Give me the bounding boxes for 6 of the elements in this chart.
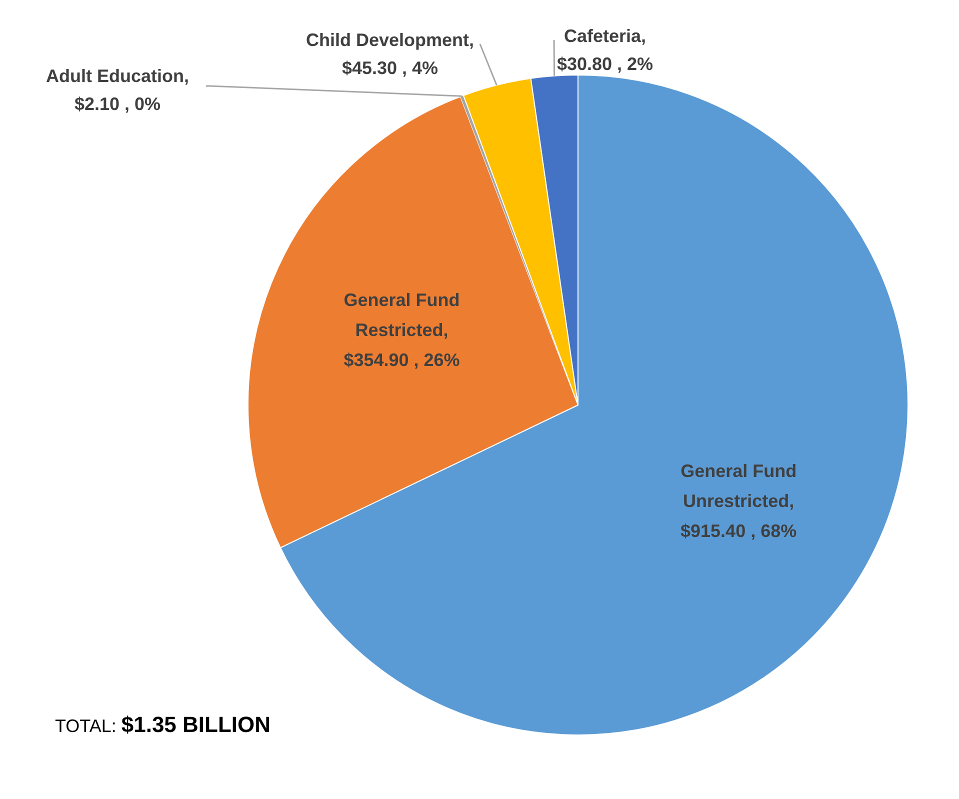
slice-label: Cafeteria, $30.80 , 2% [556, 25, 654, 76]
slice-label: Adult Education, $2.10 , 0% [45, 65, 190, 116]
text: TOTAL: $1.35 BILLION [55, 712, 271, 737]
slice-label: Child Development, $45.30 , 4% [304, 29, 476, 80]
slice-label: General Fund Restricted, $354.90 , 26% [342, 288, 461, 372]
slice-label: General Fund Unrestricted, $915.40 , 68% [680, 460, 798, 544]
